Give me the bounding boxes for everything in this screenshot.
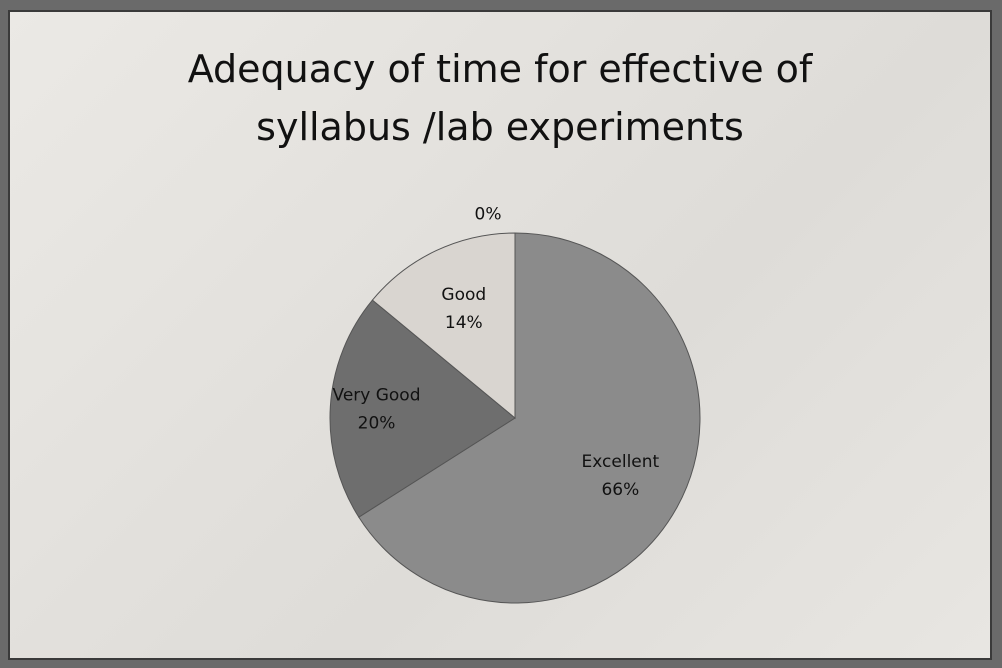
pie-slice bbox=[371, 232, 516, 420]
slice-category-label: Excellent bbox=[582, 452, 660, 472]
slice-category-label: Very Good bbox=[333, 385, 421, 405]
slice-value-label: 0% bbox=[475, 205, 502, 225]
slice-value-label: 20% bbox=[358, 413, 396, 433]
slice-value-label: 66% bbox=[601, 480, 639, 500]
slice-value-label: 14% bbox=[445, 313, 483, 333]
pie-slice bbox=[358, 232, 701, 604]
chart-title: Adequacy of time for effective of syllab… bbox=[187, 47, 813, 149]
pie-slice bbox=[329, 299, 516, 518]
slice-category-label: Good bbox=[441, 285, 486, 305]
